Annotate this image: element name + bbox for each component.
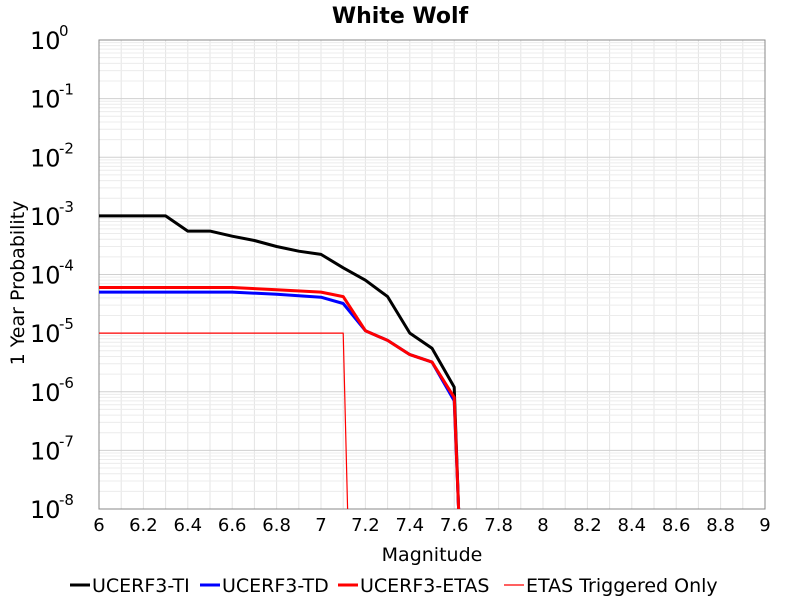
x-tick-label: 8.6 <box>662 515 691 536</box>
y-tick-label: 10 <box>30 203 61 231</box>
x-tick-label: 6.4 <box>173 515 202 536</box>
x-tick-label: 6.2 <box>129 515 158 536</box>
series-line-etas-triggered-only <box>99 332 349 510</box>
y-tick-label: 10 <box>30 496 61 524</box>
y-tick-label: 10 <box>30 262 61 290</box>
y-tick-exponent: -4 <box>59 257 74 275</box>
y-tick-label: 10 <box>30 86 61 114</box>
x-tick-label: 7.8 <box>484 515 513 536</box>
y-tick-label: 10 <box>30 437 61 465</box>
x-tick-labels: 6 6.2 6.4 6.6 6.8 7 7.2 7.4 7.6 7.8 8 8.2 8.4 8.6 8.8 9 <box>93 515 770 536</box>
y-tick-exponent: -7 <box>59 432 74 450</box>
legend-label: ETAS Triggered Only <box>526 575 718 597</box>
legend-label: UCERF3-TI <box>92 575 190 597</box>
series-line-ucerf3-ti <box>99 214 461 510</box>
legend: UCERF3-TI UCERF3-TD UCERF3-ETAS ETAS Trigge… <box>70 575 718 597</box>
x-tick-label: 7.6 <box>440 515 469 536</box>
y-tick-exponent: 0 <box>59 22 69 40</box>
series-line-ucerf3-etas <box>99 286 461 510</box>
x-tick-label: 7.4 <box>395 515 424 536</box>
legend-label: UCERF3-TD <box>222 575 329 597</box>
y-tick-exponent: -8 <box>59 491 74 509</box>
y-axis-label: 1 Year Probability <box>7 201 29 366</box>
y-tick-exponent: -1 <box>59 81 74 99</box>
y-tick-exponent: -5 <box>59 315 74 333</box>
x-tick-label: 6.8 <box>262 515 291 536</box>
y-tick-label: 10 <box>30 144 61 172</box>
y-tick-exponent: -6 <box>59 374 74 392</box>
y-tick-exponent: -2 <box>59 139 74 157</box>
legend-label: UCERF3-ETAS <box>360 575 489 597</box>
plot-area <box>98 39 766 510</box>
y-tick-label: 10 <box>30 320 61 348</box>
x-tick-label: 7.2 <box>351 515 380 536</box>
x-tick-label: 8.2 <box>573 515 602 536</box>
x-tick-label: 9 <box>759 515 770 536</box>
y-tick-exponent: -3 <box>59 198 74 216</box>
x-tick-label: 6 <box>93 515 104 536</box>
x-tick-label: 6.6 <box>218 515 247 536</box>
plot-grid <box>98 40 766 510</box>
chart-title: White Wolf <box>332 4 469 29</box>
x-axis-label: Magnitude <box>382 544 483 566</box>
x-tick-label: 8 <box>537 515 548 536</box>
y-tick-label: 10 <box>30 27 61 55</box>
series-layer <box>99 214 461 510</box>
x-tick-label: 7 <box>315 515 326 536</box>
y-tick-label: 10 <box>30 379 61 407</box>
x-tick-label: 8.8 <box>706 515 735 536</box>
x-tick-label: 8.4 <box>617 515 646 536</box>
